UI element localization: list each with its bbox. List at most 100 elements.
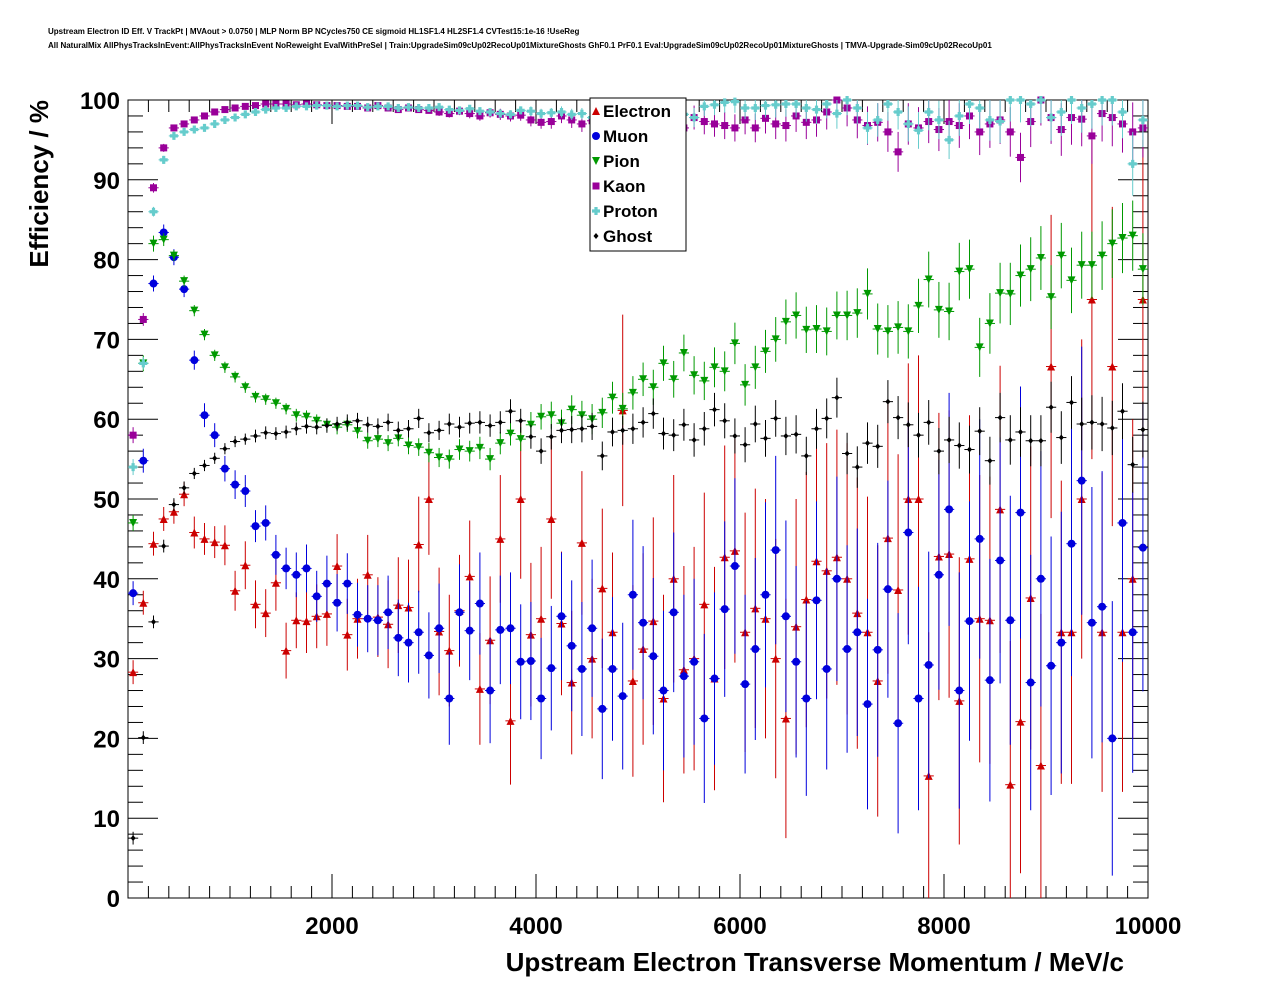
proton-point: [1026, 99, 1035, 108]
electron-point: [1108, 362, 1117, 371]
muon-point: [506, 624, 515, 633]
proton-point: [1108, 96, 1117, 104]
kaon-point: [180, 120, 188, 128]
muon-point: [996, 556, 1005, 565]
ghost-point: [732, 432, 738, 439]
ghost-point: [293, 425, 299, 432]
pion-point: [455, 445, 464, 454]
pion-point: [975, 343, 984, 352]
electron-point: [700, 600, 709, 609]
muon-point: [384, 608, 393, 617]
muon-point: [282, 564, 291, 573]
muon-point: [363, 614, 372, 623]
ghost-point: [824, 415, 830, 422]
proton-point: [169, 131, 178, 140]
ghost-point: [395, 427, 401, 434]
kaon-point: [476, 112, 484, 120]
ghost-point: [140, 734, 146, 741]
electron-point: [577, 538, 586, 547]
pion-point: [822, 327, 831, 336]
electron-point: [414, 540, 423, 549]
muon-point: [843, 645, 852, 654]
pion-point: [1067, 276, 1076, 285]
kaon-point: [262, 100, 270, 108]
muon-point: [914, 694, 923, 703]
pion-point: [883, 327, 892, 336]
muon-point: [1098, 602, 1107, 611]
proton-point: [761, 101, 770, 110]
ghost-point: [273, 430, 279, 437]
kaon-point: [976, 128, 984, 136]
pion-point: [414, 443, 423, 452]
ghost-point: [956, 442, 962, 449]
proton-point: [149, 207, 158, 216]
pion-point: [710, 363, 719, 372]
electron-point: [333, 562, 342, 571]
ghost-point: [283, 428, 289, 435]
ghost-point: [712, 406, 717, 413]
ghost-point: [997, 414, 1003, 421]
ghost-point: [304, 423, 309, 430]
muon-point: [424, 651, 433, 660]
proton-point: [1128, 159, 1137, 168]
ghost-point: [171, 501, 177, 508]
kaon-point: [211, 108, 219, 116]
muon-point: [149, 279, 158, 288]
legend-item-pion: Pion: [592, 152, 640, 171]
y-axis: 0 10 20 30 40 50 60 70 80 90 100: [80, 88, 1148, 913]
muon-point: [200, 411, 209, 420]
pion-point: [955, 267, 964, 276]
muon-point: [792, 657, 801, 666]
proton-point: [537, 109, 546, 118]
x-tick-label: 8000: [917, 913, 970, 940]
muon-point: [618, 692, 627, 701]
proton-point: [996, 117, 1005, 126]
proton-point: [424, 103, 433, 112]
pion-point: [934, 305, 943, 314]
muon-point: [231, 480, 240, 489]
electron-point: [465, 572, 474, 581]
legend-item-kaon: Kaon: [592, 177, 646, 196]
electron-point: [129, 668, 138, 677]
proton-legend-marker: [592, 207, 601, 215]
muon-point: [1077, 476, 1086, 485]
muon-point: [496, 625, 505, 634]
proton-point: [241, 110, 250, 119]
electron-point: [445, 646, 454, 655]
proton-point: [506, 110, 515, 119]
kaon-point: [139, 315, 147, 323]
ghost-point: [773, 415, 779, 422]
ghost-point: [1079, 420, 1085, 427]
muon-point: [822, 664, 831, 673]
pion-point: [679, 348, 688, 357]
proton-point: [547, 108, 556, 117]
proton-point: [700, 102, 709, 111]
muon-point: [190, 356, 199, 365]
electron-point: [363, 570, 372, 579]
ghost-point: [324, 422, 330, 429]
kaon-point: [231, 104, 239, 112]
muon-point: [251, 522, 260, 531]
pion-point: [282, 404, 291, 413]
pion-point: [149, 239, 158, 248]
ghost-point: [630, 425, 636, 432]
kaon-point: [435, 108, 443, 116]
ghost-point: [385, 419, 391, 426]
ghost-point: [742, 441, 748, 448]
proton-point: [526, 107, 535, 116]
kaon-point: [150, 184, 157, 192]
proton-point: [945, 135, 954, 144]
electron-point: [771, 654, 780, 663]
muon-point: [628, 590, 637, 599]
legend-item-ghost: Ghost: [593, 227, 652, 246]
proton-point: [1006, 96, 1015, 104]
muon-point: [679, 672, 688, 681]
y-tick-label: 50: [93, 487, 120, 514]
proton-point: [1047, 113, 1056, 122]
pion-point: [404, 441, 413, 450]
ghost-point: [814, 425, 819, 432]
kaon-point: [241, 102, 249, 110]
muon-point: [292, 570, 301, 579]
legend-item-muon: Muon: [592, 127, 648, 146]
proton-point: [190, 125, 199, 134]
